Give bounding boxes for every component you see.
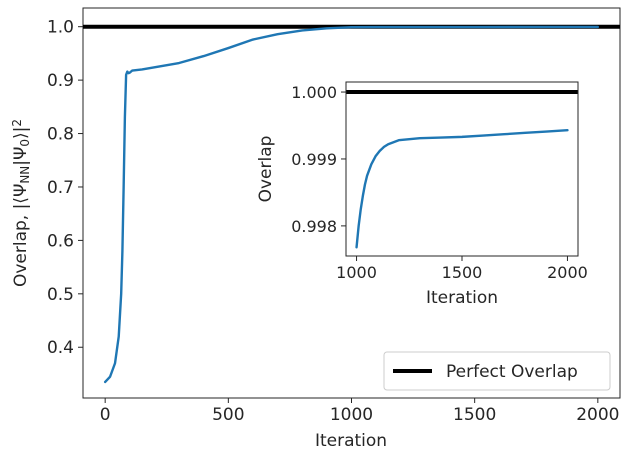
main-x-tick-label: 0 bbox=[100, 405, 111, 425]
main-y-label-sup: 2 bbox=[10, 119, 24, 127]
legend-box bbox=[383, 351, 611, 391]
main-plot-area bbox=[83, 24, 620, 384]
main-x-tick-label: 2000 bbox=[576, 405, 619, 425]
inset-y-ticks: 0.998 0.999 1.000 bbox=[291, 83, 346, 236]
inset-y-tick-label: 0.999 bbox=[291, 150, 337, 169]
inset-plot-background bbox=[346, 82, 578, 256]
main-y-label-sub2: 0 bbox=[18, 139, 32, 147]
main-y-label-mid: |Ψ bbox=[11, 147, 31, 166]
main-y-label-sub1: NN bbox=[18, 166, 32, 184]
inset-y-tick-label: 0.998 bbox=[291, 217, 337, 236]
main-x-tick-label: 1000 bbox=[330, 405, 373, 425]
main-y-tick-label: 0.9 bbox=[47, 71, 74, 91]
main-y-ticks: 0.4 0.5 0.6 0.7 0.8 0.9 1.0 bbox=[47, 18, 83, 358]
inset-x-tick-label: 1500 bbox=[442, 263, 483, 282]
legend: Perfect Overlap bbox=[383, 351, 611, 391]
main-y-label-prefix: Overlap, |⟨Ψ bbox=[11, 184, 31, 287]
inset-x-tick-label: 2000 bbox=[547, 263, 588, 282]
legend-label-perfect-overlap: Perfect Overlap bbox=[446, 362, 578, 382]
main-y-tick-label: 0.5 bbox=[47, 285, 74, 305]
main-y-tick-label: 0.4 bbox=[47, 338, 74, 358]
main-y-tick-label: 0.7 bbox=[47, 178, 74, 198]
main-series-line-0 bbox=[103, 25, 600, 384]
main-y-tick-label: 0.6 bbox=[47, 231, 74, 251]
main-y-tick-label: 1.0 bbox=[47, 18, 74, 38]
inset-x-tick-label: 1000 bbox=[336, 263, 377, 282]
inset-series-line-0 bbox=[355, 128, 569, 249]
inset-y-tick-label: 1.000 bbox=[291, 83, 337, 102]
inset-plot-area bbox=[346, 90, 578, 249]
inset-x-ticks: 1000 1500 2000 bbox=[336, 256, 588, 282]
main-x-tick-label: 500 bbox=[212, 405, 244, 425]
main-plot: 0 500 1000 1500 2000 0.4 0.5 0.6 0.7 0.8 0.9 1.0 I… bbox=[10, 7, 621, 451]
inset-plot: 1000 1500 2000 0.998 0.999 1.000 Iteration O… bbox=[256, 81, 588, 308]
main-x-ticks: 0 500 1000 1500 2000 bbox=[100, 398, 619, 425]
main-y-label-suffix: ⟩| bbox=[11, 127, 31, 139]
main-y-axis-label: Overlap, |⟨ΨNN|Ψ0⟩|2 bbox=[10, 119, 32, 287]
main-y-tick-label: 0.8 bbox=[47, 125, 74, 145]
main-x-tick-label: 1500 bbox=[453, 405, 496, 425]
inset-x-axis-label: Iteration bbox=[426, 288, 498, 308]
main-x-axis-label: Iteration bbox=[315, 431, 387, 451]
inset-y-axis-label: Overlap bbox=[256, 136, 276, 203]
